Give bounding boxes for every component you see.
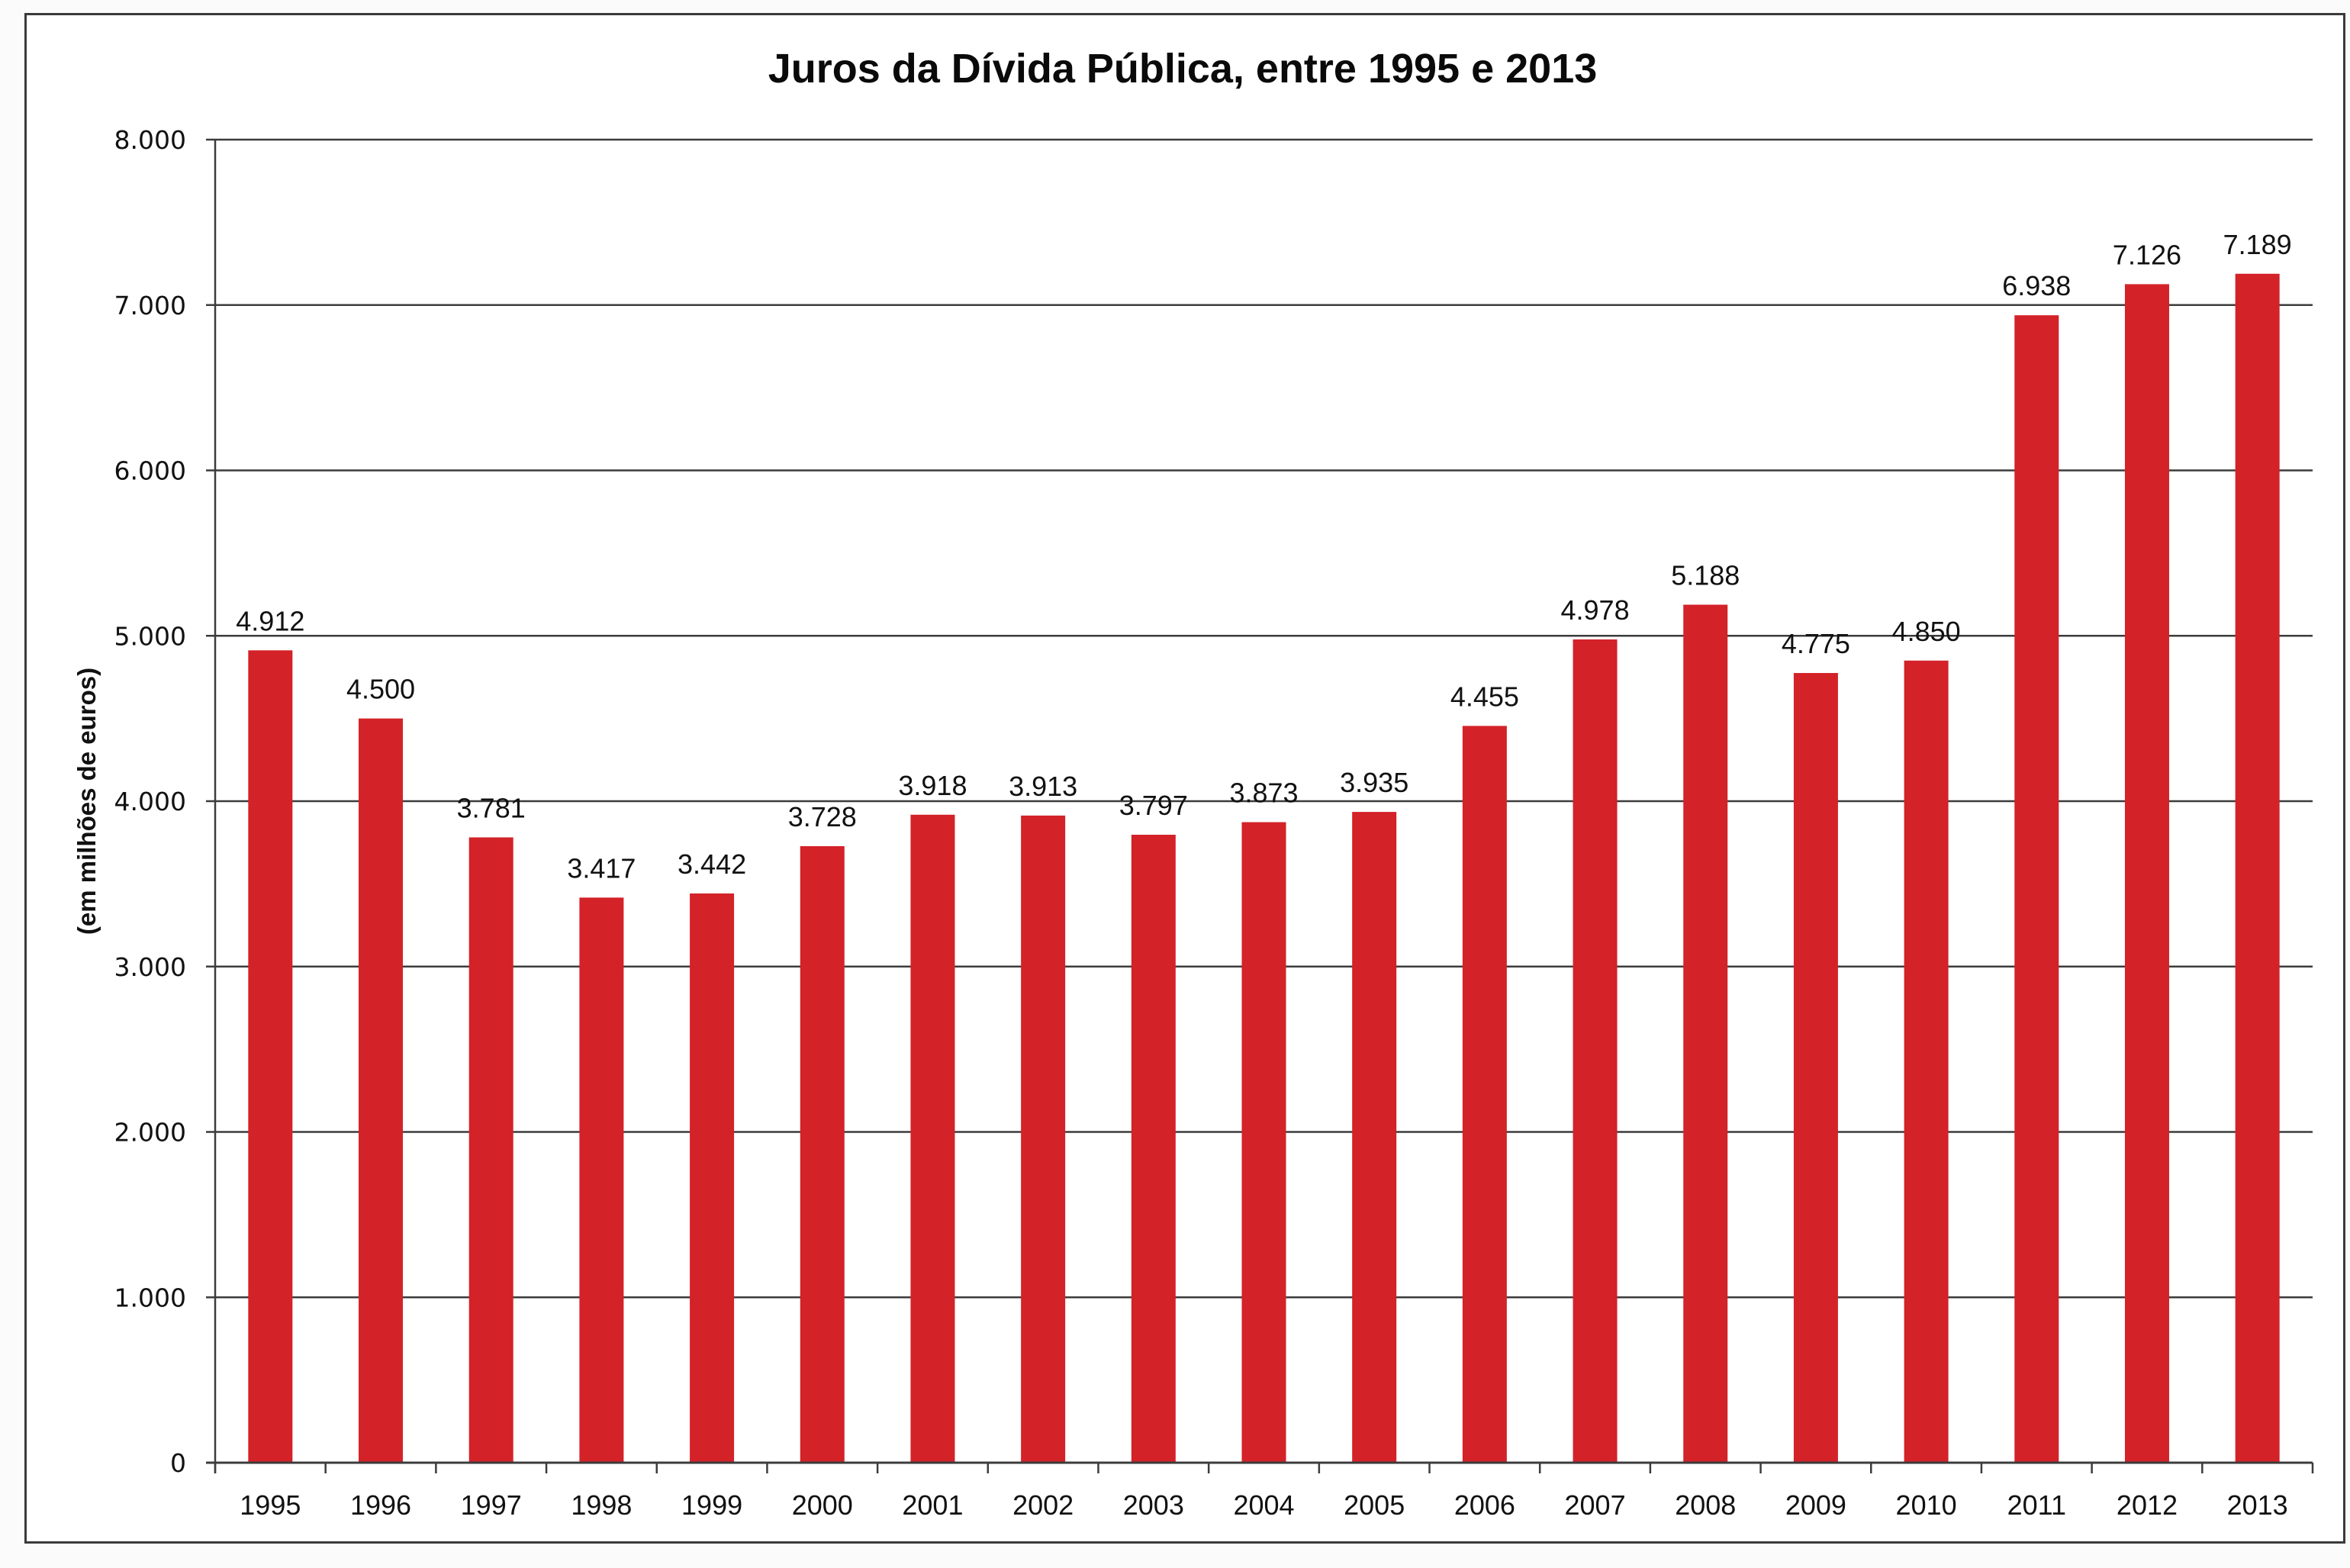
- data-label: 3.728: [788, 801, 857, 832]
- x-tick-label: 1997: [461, 1489, 522, 1521]
- y-tick-label: 6.000: [114, 456, 186, 486]
- data-label: 4.455: [1450, 681, 1519, 712]
- bar-2000: [800, 845, 845, 1463]
- bar-2012: [2124, 284, 2169, 1463]
- data-label: 5.188: [1671, 560, 1740, 591]
- x-tick-label: 2000: [792, 1489, 853, 1521]
- y-tick-label: 1.000: [114, 1283, 186, 1312]
- bar-2007: [1573, 639, 1618, 1463]
- y-tick-label: 5.000: [114, 621, 186, 651]
- x-tick-label: 2011: [2007, 1489, 2066, 1521]
- x-tick-label: 2007: [1565, 1489, 1626, 1521]
- x-tick-label: 2009: [1785, 1489, 1846, 1521]
- x-tick-label: 2013: [2227, 1489, 2288, 1521]
- bar-1997: [468, 837, 513, 1463]
- x-tick-label: 2004: [1233, 1489, 1294, 1521]
- x-tick-label: 1995: [240, 1489, 301, 1521]
- bar-2008: [1683, 604, 1728, 1463]
- labels: 0 1.000 2.000 3.000 4.000 5.000 6.000 7.000 8.00…: [114, 125, 2292, 1521]
- x-tick-label: 1998: [571, 1489, 632, 1521]
- chart-frame: [24, 13, 2345, 1544]
- x-tick-label: 1999: [681, 1489, 742, 1521]
- x-tick-label: 2008: [1675, 1489, 1736, 1521]
- data-label: 6.938: [2002, 270, 2071, 301]
- x-tick-label: 2006: [1454, 1489, 1515, 1521]
- bar-2005: [1352, 812, 1397, 1463]
- data-label: 4.850: [1892, 616, 1961, 647]
- bar-2011: [2014, 315, 2059, 1463]
- bar-2006: [1462, 726, 1507, 1463]
- y-tick-label: 8.000: [114, 125, 186, 155]
- axes: [206, 140, 2314, 1473]
- bar-2003: [1131, 835, 1176, 1463]
- y-tick-label: 2.000: [114, 1118, 186, 1148]
- x-tick-label: 2012: [2117, 1489, 2178, 1521]
- data-label: 3.913: [1009, 771, 1077, 802]
- y-tick-label: 4.000: [114, 787, 186, 816]
- data-label: 7.126: [2113, 239, 2181, 270]
- data-label: 3.417: [567, 852, 636, 884]
- x-tick-label: 2001: [902, 1489, 963, 1521]
- data-label: 7.189: [2223, 229, 2292, 260]
- gridlines: [206, 138, 2313, 1464]
- bar-2001: [910, 814, 955, 1463]
- data-label: 4.775: [1782, 628, 1850, 659]
- data-label: 4.978: [1561, 594, 1630, 626]
- x-tick-label: 2010: [1896, 1489, 1957, 1521]
- y-tick-label: 0: [170, 1448, 186, 1478]
- x-tick-label: 2003: [1123, 1489, 1184, 1521]
- y-tick-label: 3.000: [114, 952, 186, 982]
- data-label: 3.442: [678, 848, 746, 880]
- data-label: 3.797: [1119, 790, 1188, 821]
- bar-1995: [248, 650, 293, 1463]
- chart-title: Juros da Dívida Pública, entre 1995 e 20…: [768, 46, 1598, 92]
- x-tick-label: 2005: [1344, 1489, 1405, 1521]
- data-label: 3.935: [1340, 767, 1408, 798]
- x-tick-label: 2002: [1012, 1489, 1074, 1521]
- y-tick-label: 7.000: [114, 291, 186, 320]
- data-label: 3.873: [1229, 778, 1298, 809]
- y-axis-label: (em milhões de euros): [72, 668, 101, 935]
- bar-2010: [1904, 660, 1949, 1463]
- bar-2009: [1793, 673, 1838, 1463]
- data-label: 3.781: [457, 792, 526, 823]
- data-label: 3.918: [898, 770, 967, 801]
- data-label: 4.500: [346, 674, 415, 705]
- bar-2002: [1021, 815, 1066, 1463]
- bar-1996: [359, 718, 404, 1463]
- data-label: 4.912: [236, 605, 304, 636]
- x-tick-label: 1996: [350, 1489, 411, 1521]
- bar-1999: [690, 893, 735, 1463]
- bar-2004: [1241, 822, 1286, 1463]
- bar-1998: [579, 897, 624, 1463]
- bar-2013: [2235, 273, 2280, 1463]
- bars: [248, 273, 2280, 1463]
